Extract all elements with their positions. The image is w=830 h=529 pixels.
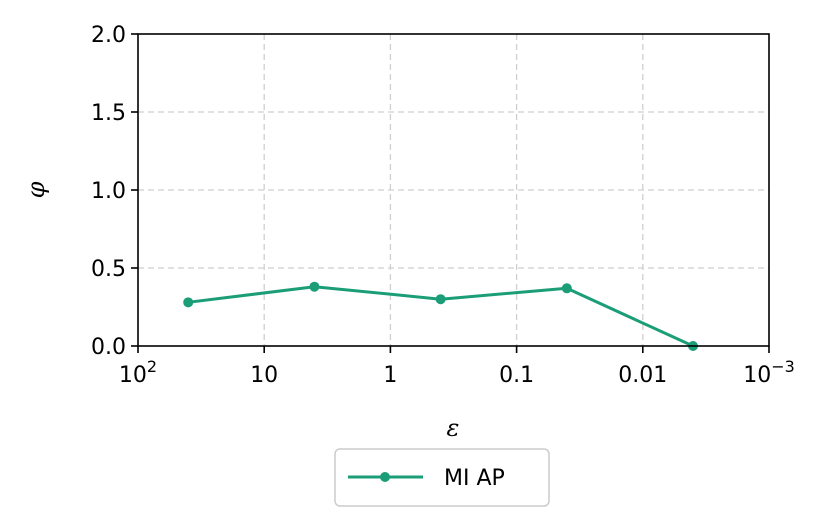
grid [138, 34, 769, 346]
ticks: 102 10 1 0.1 0.01 10−3 0.0 0.5 1.0 1.5 2.0 [91, 23, 795, 388]
data-point [435, 294, 446, 305]
data-point [309, 281, 320, 292]
legend-box [334, 448, 550, 507]
y-tick-label: 0.5 [91, 257, 126, 282]
series-layer [183, 281, 699, 351]
legend-label: MI AP [444, 466, 505, 491]
x-tick-label: 10 [250, 363, 278, 388]
data-point [561, 283, 572, 294]
y-tick-label: 2.0 [91, 23, 126, 48]
data-point [183, 297, 194, 308]
x-tick-label: 0.1 [499, 363, 534, 388]
y-tick-label: 0.0 [91, 335, 126, 360]
x-tick-label: 0.01 [618, 363, 667, 388]
y-tick-label: 1.5 [91, 101, 126, 126]
y-axis-label: φ [22, 181, 50, 198]
y-tick-label: 1.0 [91, 179, 126, 204]
legend: MI AP [334, 448, 550, 507]
legend-marker [380, 472, 390, 482]
x-tick-label: 102 [119, 357, 157, 388]
x-tick-label: 1 [383, 363, 397, 388]
x-axis-label: ε [447, 414, 460, 442]
x-tick-label: 10−3 [743, 357, 795, 388]
